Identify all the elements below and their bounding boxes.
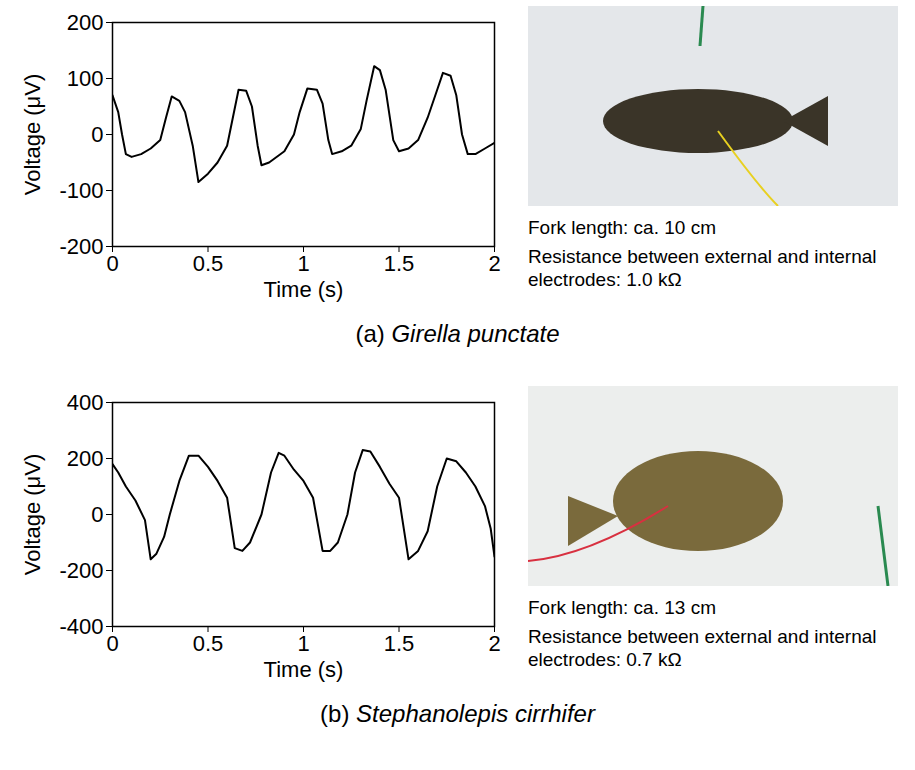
- html-text:Resistance between external an: Resistance between external and internal…: [528, 246, 877, 290]
- svg-text:1.5: 1.5: [384, 631, 415, 656]
- svg-text:-200: -200: [59, 558, 103, 583]
- svg-text:-400: -400: [59, 614, 103, 639]
- svg-text:-100: -100: [59, 178, 103, 203]
- html-text:Fork length: ca. 10 cm: Fork length: ca. 10 cm: [528, 217, 716, 238]
- svg-text:Time (s): Time (s): [264, 657, 344, 682]
- svg-text:200: 200: [67, 446, 104, 471]
- svg-text:1: 1: [297, 631, 309, 656]
- svg-text:400: 400: [67, 390, 104, 415]
- svg-text:200: 200: [67, 10, 104, 35]
- svg-text:0.5: 0.5: [193, 631, 224, 656]
- svg-text:0.5: 0.5: [193, 251, 224, 276]
- svg-text:0: 0: [91, 122, 103, 147]
- svg-text:100: 100: [67, 66, 104, 91]
- svg-text:-200: -200: [59, 234, 103, 259]
- svg-text:1.5: 1.5: [384, 251, 415, 276]
- svg-text:2: 2: [488, 251, 500, 276]
- html-text:(b) Stephanolepis cirrhifer: (b) Stephanolepis cirrhifer: [320, 700, 595, 727]
- html-text:Fork length: ca. 13 cm: Fork length: ca. 13 cm: [528, 597, 716, 618]
- svg-text:1: 1: [297, 251, 309, 276]
- html-text:Resistance between external an: Resistance between external and internal…: [528, 626, 877, 670]
- svg-text:0: 0: [106, 631, 118, 656]
- svg-text:Time (s): Time (s): [264, 277, 344, 302]
- svg-text:0: 0: [106, 251, 118, 276]
- svg-text:2: 2: [488, 631, 500, 656]
- svg-text:Voltage (μV): Voltage (μV): [20, 454, 45, 576]
- svg-text:0: 0: [91, 502, 103, 527]
- svg-text:Voltage (μV): Voltage (μV): [20, 74, 45, 196]
- html-text:(a) Girella punctate: (a) Girella punctate: [355, 320, 560, 347]
